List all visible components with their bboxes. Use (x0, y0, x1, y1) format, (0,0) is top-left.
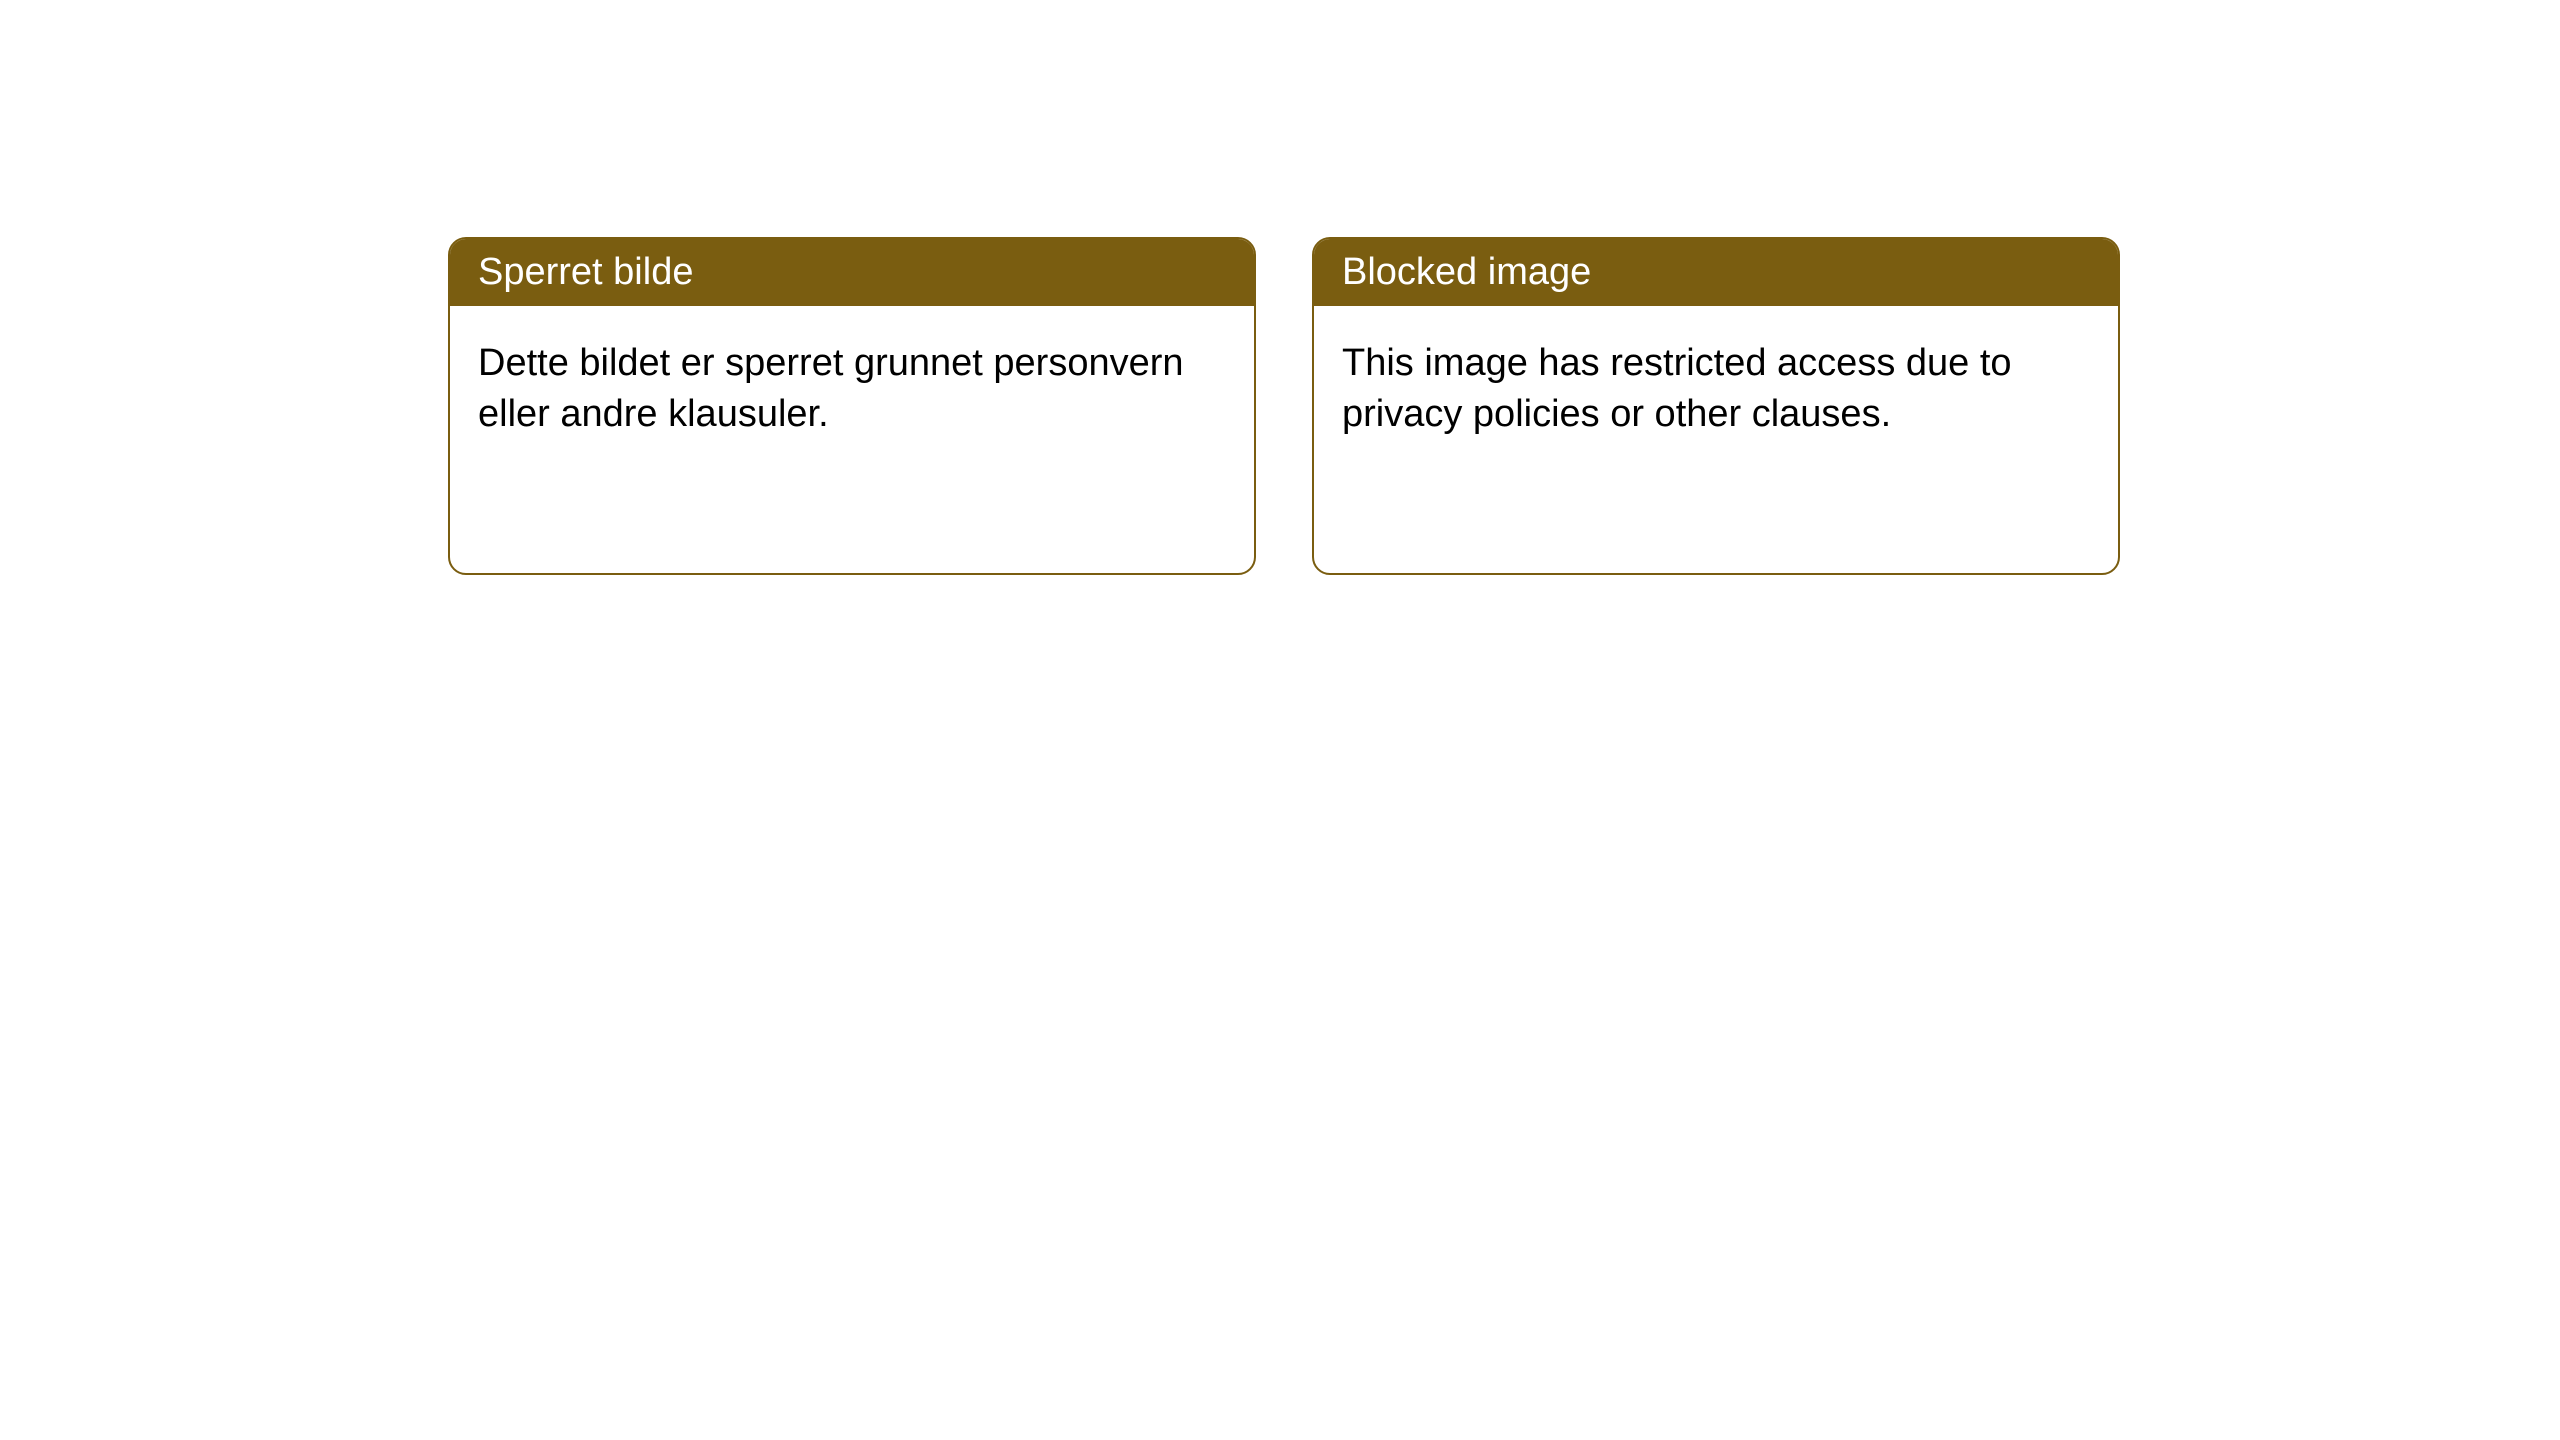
notice-header: Sperret bilde (450, 239, 1254, 306)
notice-header: Blocked image (1314, 239, 2118, 306)
notices-container: Sperret bilde Dette bildet er sperret gr… (448, 237, 2120, 575)
notice-title: Sperret bilde (478, 251, 693, 293)
notice-body: This image has restricted access due to … (1314, 306, 2118, 473)
notice-body: Dette bildet er sperret grunnet personve… (450, 306, 1254, 473)
notice-card-english: Blocked image This image has restricted … (1312, 237, 2120, 575)
notice-body-text: Dette bildet er sperret grunnet personve… (478, 342, 1184, 435)
notice-card-norwegian: Sperret bilde Dette bildet er sperret gr… (448, 237, 1256, 575)
notice-title: Blocked image (1342, 251, 1591, 293)
notice-body-text: This image has restricted access due to … (1342, 342, 2012, 435)
